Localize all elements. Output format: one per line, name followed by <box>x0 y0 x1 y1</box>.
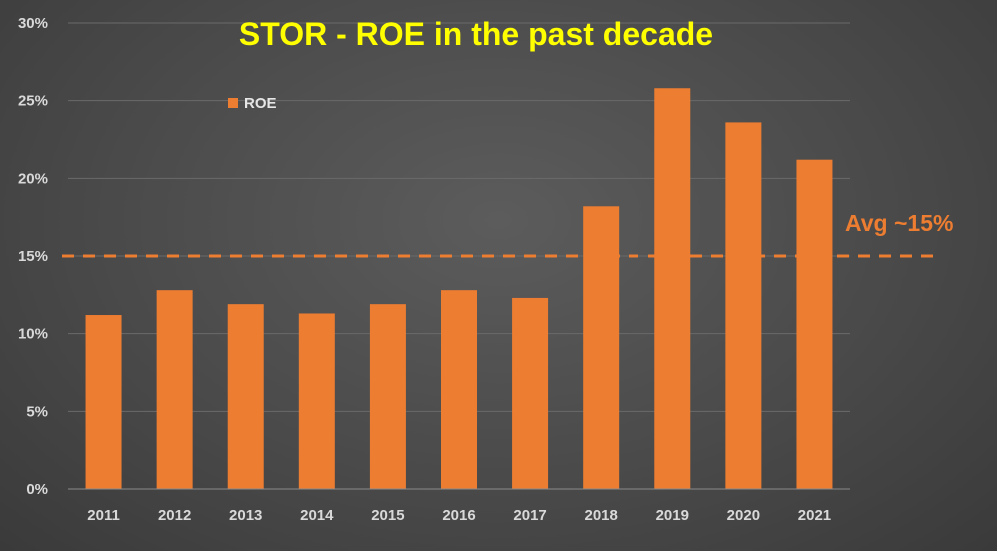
x-tick-label: 2018 <box>584 507 617 524</box>
y-tick-label: 5% <box>26 403 48 420</box>
bar-2011 <box>85 315 122 489</box>
bar-2013 <box>227 304 264 489</box>
x-tick-label: 2020 <box>727 507 760 524</box>
legend-label: ROE <box>244 95 277 112</box>
x-tick-label: 2016 <box>442 507 475 524</box>
x-tick-label: 2021 <box>798 507 831 524</box>
y-tick-label: 20% <box>18 170 48 187</box>
y-tick-label: 15% <box>18 248 48 265</box>
bar-2018 <box>583 206 620 489</box>
x-tick-label: 2014 <box>300 507 334 524</box>
x-tick-label: 2011 <box>87 507 120 524</box>
y-axis-ticks: 0% 5% 10% 15% 20% 25% 30% <box>18 15 48 498</box>
y-tick-label: 30% <box>18 15 48 32</box>
x-tick-label: 2017 <box>513 507 546 524</box>
average-reference: Avg ~15% <box>62 210 953 258</box>
y-tick-label: 10% <box>18 326 48 343</box>
chart-title: STOR - ROE in the past decade <box>239 16 713 52</box>
bar-2015 <box>369 304 406 489</box>
x-tick-label: 2015 <box>371 507 404 524</box>
bar-2012 <box>156 290 193 489</box>
bar-2020 <box>725 122 762 489</box>
x-axis-ticks: 2011 2012 2013 2014 2015 2016 2017 2018 2019 2020… <box>87 507 831 524</box>
x-tick-label: 2012 <box>158 507 191 524</box>
bar-2017 <box>512 297 549 489</box>
y-tick-label: 0% <box>26 481 48 498</box>
average-label: Avg ~15% <box>845 210 953 236</box>
bar-2021 <box>796 159 833 489</box>
bar-2019 <box>654 88 691 490</box>
legend-swatch <box>228 98 238 108</box>
bars <box>85 88 833 490</box>
bar-2014 <box>298 313 335 489</box>
y-tick-label: 25% <box>18 93 48 110</box>
bar-2016 <box>441 290 477 489</box>
legend: ROE <box>228 95 277 112</box>
x-tick-label: 2013 <box>229 507 262 524</box>
x-tick-label: 2019 <box>656 507 689 524</box>
